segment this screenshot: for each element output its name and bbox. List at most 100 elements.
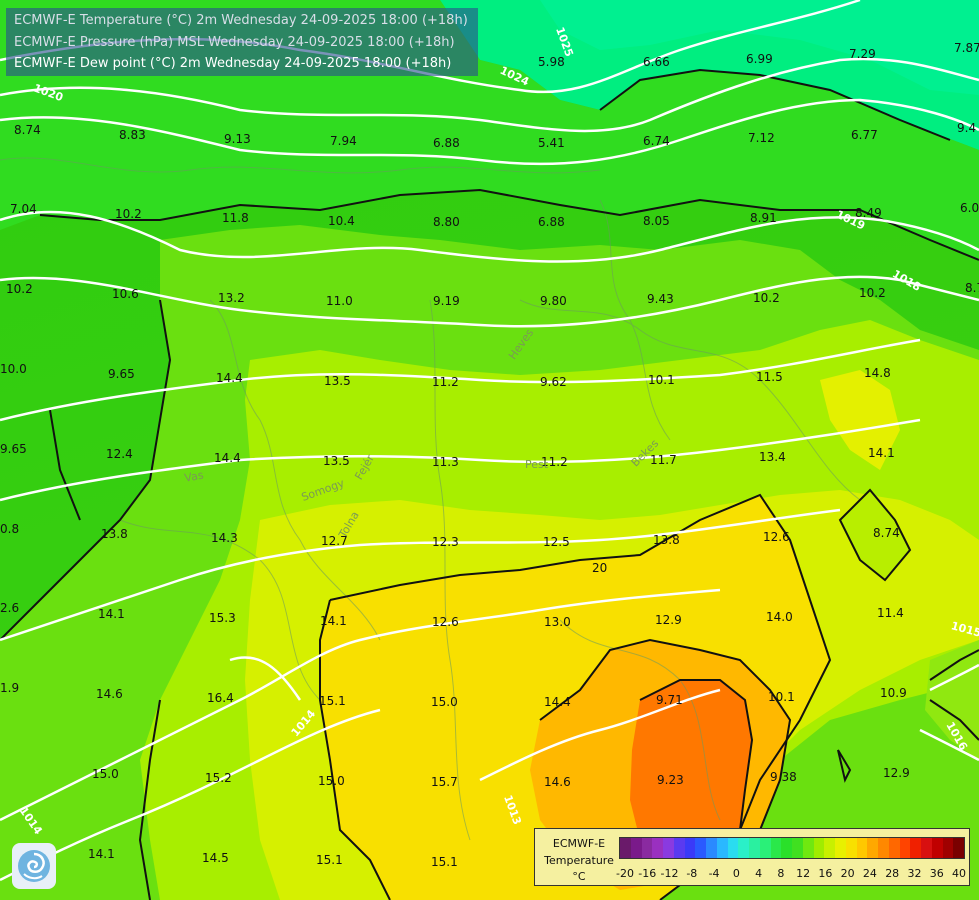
legend-color-swatch bbox=[942, 838, 954, 858]
legend-color-swatch bbox=[663, 838, 674, 858]
legend-tick-label: -4 bbox=[708, 867, 720, 880]
temp-label: 11.0 bbox=[326, 294, 353, 308]
legend-color-swatch bbox=[716, 838, 728, 858]
temp-label: 13.5 bbox=[324, 374, 351, 388]
swirl-icon bbox=[18, 850, 50, 882]
temp-label: 10.1 bbox=[768, 690, 795, 704]
temp-label: 11.3 bbox=[432, 455, 459, 469]
temp-label: 8.91 bbox=[750, 211, 777, 225]
legend-tick-label: 28 bbox=[885, 867, 900, 880]
temp-label: 10.4 bbox=[328, 214, 355, 228]
legend-tick-label: 20 bbox=[840, 867, 855, 880]
temp-label: 8.74 bbox=[14, 123, 41, 137]
temp-label: 14.6 bbox=[96, 687, 123, 701]
temp-label: 14.3 bbox=[211, 531, 238, 545]
temp-label: 10.6 bbox=[112, 287, 139, 301]
temp-label: 9.71 bbox=[656, 693, 683, 707]
legend-title: Temperature bbox=[544, 854, 614, 867]
legend-color-swatch bbox=[867, 838, 878, 858]
legend-unit: °C bbox=[572, 870, 586, 883]
temp-label: 8.74 bbox=[873, 526, 900, 540]
temp-label: 0.8 bbox=[0, 522, 19, 536]
temp-label: 10.2 bbox=[6, 282, 33, 296]
legend-color-swatch bbox=[620, 838, 631, 858]
legend-color-swatch bbox=[759, 838, 771, 858]
legend-color-swatch bbox=[706, 838, 717, 858]
temp-label: 15.1 bbox=[319, 694, 346, 708]
temp-label: 9.65 bbox=[0, 442, 27, 456]
ecmwf-logo bbox=[12, 843, 56, 889]
temp-label: 14.6 bbox=[544, 775, 571, 789]
temp-label: 9.4 bbox=[957, 121, 976, 135]
temp-label: 6.74 bbox=[643, 134, 670, 148]
temp-label: 16.4 bbox=[207, 691, 234, 705]
temp-label: 14.8 bbox=[864, 366, 891, 380]
legend-color-swatch bbox=[953, 838, 964, 858]
legend-color-swatch bbox=[910, 838, 921, 858]
isotherm-lines bbox=[0, 68, 979, 900]
legend-color-swatch bbox=[856, 838, 868, 858]
temp-label: 15.1 bbox=[431, 855, 458, 869]
temp-label: 12.6 bbox=[763, 530, 790, 544]
temp-label: 14.1 bbox=[88, 847, 115, 861]
temp-label: 13.8 bbox=[653, 533, 680, 547]
temp-label: 13.2 bbox=[218, 291, 245, 305]
title-panel bbox=[6, 8, 478, 76]
pressure-title: ECMWF-E Pressure (hPa) MSL Wednesday 24-… bbox=[14, 35, 455, 50]
temp-label: 12.9 bbox=[655, 613, 682, 627]
temp-label: 1.9 bbox=[0, 681, 19, 695]
temp-label: 7.29 bbox=[849, 47, 876, 61]
temp-label: 8.80 bbox=[433, 215, 460, 229]
temp-label: 14.4 bbox=[214, 451, 241, 465]
temp-label: 14.1 bbox=[98, 607, 125, 621]
temperature-title: ECMWF-E Temperature (°C) 2m Wednesday 24… bbox=[14, 13, 468, 28]
temp-label: 15.2 bbox=[205, 771, 232, 785]
legend-color-swatch bbox=[931, 838, 943, 858]
temp-label: 9.62 bbox=[540, 375, 567, 389]
temp-label: 9.19 bbox=[433, 294, 460, 308]
temp-label: 6.77 bbox=[851, 128, 878, 142]
legend-tick-label: 40 bbox=[952, 867, 966, 880]
temp-label: 14.5 bbox=[202, 851, 229, 865]
temp-label: 6.88 bbox=[433, 136, 460, 150]
temp-label: 13.4 bbox=[759, 450, 786, 464]
legend-tick-label: 8 bbox=[777, 867, 785, 880]
legend-color-swatch bbox=[802, 838, 814, 858]
temp-label: 6.88 bbox=[538, 215, 565, 229]
legend-color-scale bbox=[619, 837, 965, 859]
temp-label: 10.2 bbox=[753, 291, 780, 305]
legend-color-swatch bbox=[921, 838, 932, 858]
temp-label: 9.23 bbox=[657, 773, 684, 787]
temp-label: 15.0 bbox=[431, 695, 458, 709]
temp-label: 10.1 bbox=[648, 373, 675, 387]
temperature-legend: ECMWF-E Temperature °C -20 -16 -12 -8 -4 0 4 8 1… bbox=[534, 828, 970, 886]
dewpoint-title: ECMWF-E Dew point (°C) 2m Wednesday 24-0… bbox=[14, 56, 452, 71]
temp-label: 7.87 bbox=[954, 41, 979, 55]
legend-color-swatch bbox=[845, 838, 857, 858]
temp-label: 8.49 bbox=[855, 206, 882, 220]
temp-label: 10.2 bbox=[859, 286, 886, 300]
temp-label: 6.66 bbox=[643, 55, 670, 69]
legend-color-swatch bbox=[835, 838, 846, 858]
legend-tick-label: -8 bbox=[686, 867, 698, 880]
legend-ticks: -20 -16 -12 -8 -4 0 4 8 12 16 20 24 28 32 36 40 bbox=[616, 867, 966, 881]
temp-label: 8.7 bbox=[965, 281, 979, 295]
temp-label: 15.0 bbox=[318, 774, 345, 788]
temp-label: 11.5 bbox=[756, 370, 783, 384]
temp-label: 7.94 bbox=[330, 134, 357, 148]
temp-label: 9.13 bbox=[224, 132, 251, 146]
temp-label: 12.3 bbox=[432, 535, 459, 549]
temp-label: 10.0 bbox=[0, 362, 27, 376]
temp-label: 12.9 bbox=[883, 766, 910, 780]
temperature-labels: 8.74 8.83 9.13 7.94 6.88 5.41 6.74 7.12 … bbox=[0, 41, 979, 869]
temp-label: 11.2 bbox=[541, 455, 568, 469]
temp-label: 14.4 bbox=[216, 371, 243, 385]
temp-label: 12.4 bbox=[106, 447, 133, 461]
temp-label: 2.6 bbox=[0, 601, 19, 615]
temp-label: 14.0 bbox=[766, 610, 793, 624]
legend-color-swatch bbox=[673, 838, 685, 858]
legend-tick-label: -20 bbox=[616, 867, 634, 880]
legend-tick-label: -12 bbox=[660, 867, 679, 880]
temp-label: 11.4 bbox=[877, 606, 904, 620]
legend-tick-label: 16 bbox=[818, 867, 833, 880]
